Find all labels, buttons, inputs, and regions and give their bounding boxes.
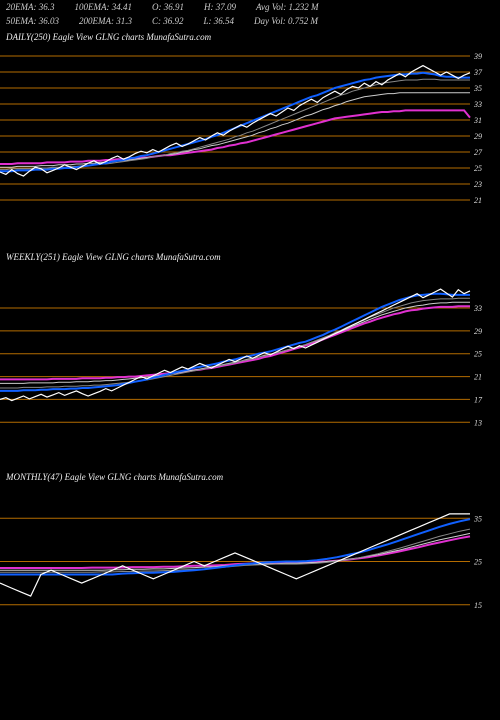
ema20-label: 20EMA:: [6, 2, 37, 12]
svg-text:25: 25: [474, 164, 482, 173]
svg-text:35: 35: [473, 84, 482, 93]
svg-text:23: 23: [474, 180, 482, 189]
svg-text:33: 33: [473, 100, 482, 109]
header-row-2: 50EMA: 36.03 200EMA: 31.3 C: 36.92 L: 36…: [0, 14, 500, 28]
weekly-chart: 33 29 25 21 17 13: [0, 268, 500, 428]
svg-text:17: 17: [474, 395, 483, 404]
svg-text:25: 25: [474, 558, 482, 567]
svg-text:35: 35: [473, 514, 482, 523]
svg-text:27: 27: [474, 148, 483, 157]
svg-text:21: 21: [474, 373, 482, 382]
monthly-title: MONTHLY(47) Eagle View GLNG charts Munaf…: [0, 468, 500, 488]
svg-text:29: 29: [474, 327, 482, 336]
svg-text:31: 31: [473, 116, 482, 125]
weekly-panel: WEEKLY(251) Eagle View GLNG charts Munaf…: [0, 248, 500, 428]
weekly-title: WEEKLY(251) Eagle View GLNG charts Munaf…: [0, 248, 500, 268]
daily-title: DAILY(250) Eagle View GLNG charts Munafa…: [0, 28, 500, 48]
header-row-1: 20EMA: 36.3 100EMA: 34.41 O: 36.91 H: 37…: [0, 0, 500, 14]
svg-text:21: 21: [474, 196, 482, 205]
daily-panel: DAILY(250) Eagle View GLNG charts Munafa…: [0, 28, 500, 208]
monthly-panel: MONTHLY(47) Eagle View GLNG charts Munaf…: [0, 468, 500, 648]
svg-text:15: 15: [474, 601, 482, 610]
svg-text:37: 37: [473, 68, 483, 77]
svg-text:39: 39: [473, 52, 482, 61]
svg-text:25: 25: [474, 350, 482, 359]
svg-text:33: 33: [473, 304, 482, 313]
svg-text:13: 13: [474, 418, 482, 427]
svg-text:29: 29: [474, 132, 482, 141]
monthly-chart: 35 25 15: [0, 488, 500, 648]
daily-chart: 21 23 25 27 29 31 33 35 37 39: [0, 48, 500, 208]
